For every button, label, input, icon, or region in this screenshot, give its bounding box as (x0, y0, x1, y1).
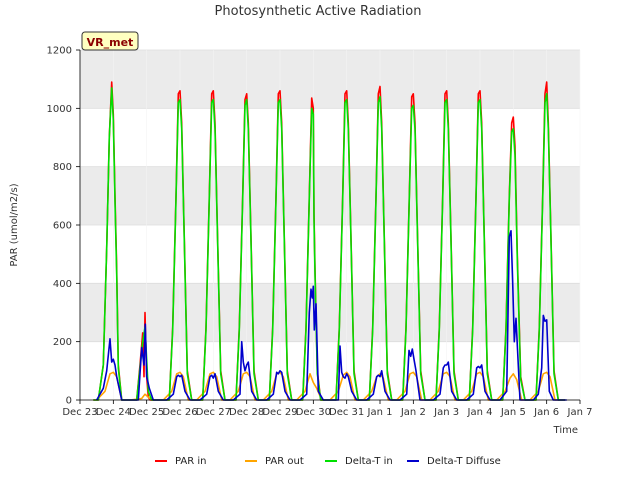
y-tick-label: 400 (53, 279, 72, 290)
x-tick-label: Jan 2 (400, 407, 426, 418)
legend-label: Delta-T Diffuse (427, 456, 501, 467)
x-tick-label: Jan 5 (500, 407, 526, 418)
y-tick-label: 200 (53, 337, 72, 348)
y-tick-label: 800 (53, 162, 72, 173)
legend-label: Delta-T in (345, 456, 393, 467)
y-tick-label: 1200 (47, 46, 72, 57)
x-tick-label: Dec 28 (229, 407, 264, 418)
x-tick-label: Jan 1 (367, 407, 393, 418)
x-tick-label: Dec 29 (262, 407, 297, 418)
legend-label: PAR out (265, 456, 304, 467)
x-tick-label: Dec 27 (196, 407, 231, 418)
y-axis-label: PAR (umol/m2/s) (9, 183, 20, 266)
x-tick-label: Jan 7 (567, 407, 593, 418)
y-tick-labels: 0 200 400 600 800 1000 1200 (47, 46, 80, 407)
x-tick-label: Dec 23 (62, 407, 97, 418)
y-tick-label: 0 (66, 396, 72, 407)
plot-band (80, 166, 580, 225)
x-tick-label: Jan 6 (533, 407, 559, 418)
legend: PAR in PAR out Delta-T in Delta-T Diffuse (155, 456, 501, 467)
plot-band (80, 283, 580, 342)
y-tick-label: 1000 (47, 104, 72, 115)
site-badge: VR_met (81, 31, 139, 51)
site-badge-label: VR_met (87, 36, 134, 49)
x-tick-label: Jan 4 (467, 407, 493, 418)
plot-band (80, 50, 580, 109)
x-tick-label: Dec 25 (129, 407, 164, 418)
x-tick-label: Dec 24 (96, 407, 131, 418)
x-tick-label: Dec 30 (296, 407, 331, 418)
x-axis-label: Time (553, 425, 578, 436)
x-tick-label: Dec 31 (329, 407, 364, 418)
chart-title: Photosynthetic Active Radiation (215, 4, 422, 19)
site-badge-box (81, 31, 139, 51)
legend-label: PAR in (175, 456, 206, 467)
x-tick-label: Dec 26 (162, 407, 197, 418)
x-tick-label: Jan 3 (433, 407, 459, 418)
y-tick-label: 600 (53, 221, 72, 232)
